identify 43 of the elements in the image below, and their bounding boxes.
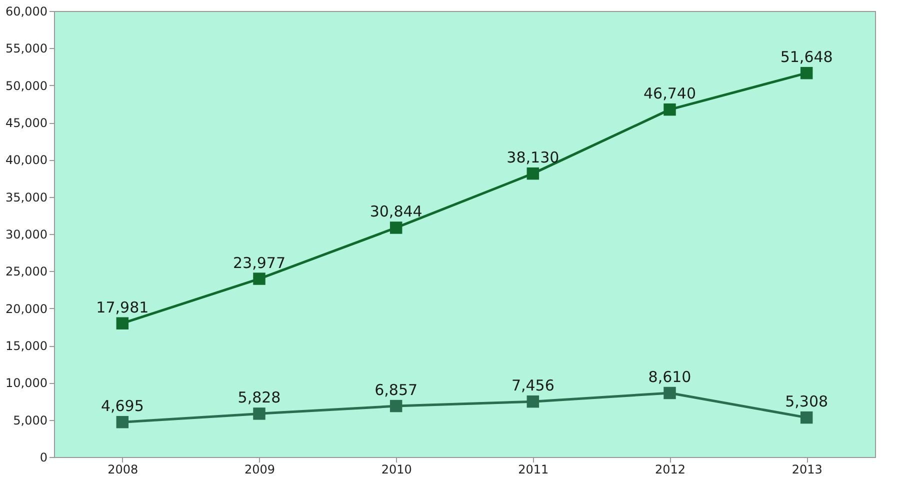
point <box>116 416 129 428</box>
y-tick-label: 50,000 <box>6 78 48 93</box>
x-tick-label: 2009 <box>244 462 276 476</box>
point <box>390 222 402 234</box>
y-tick-label: 0 <box>40 450 48 464</box>
point <box>116 317 129 330</box>
x-tick-label: 2010 <box>381 462 412 476</box>
x-tick-label: 2012 <box>654 462 686 476</box>
data-label: 17,981 <box>96 298 149 316</box>
data-label: 38,130 <box>506 148 560 167</box>
y-tick-label: 20,000 <box>6 302 48 316</box>
y-tick-label: 15,000 <box>6 339 48 353</box>
data-label: 23,977 <box>233 254 286 272</box>
x-tick-label: 2013 <box>792 462 822 476</box>
point <box>526 395 540 408</box>
y-tick-label: 35,000 <box>6 190 48 204</box>
point <box>800 411 813 424</box>
point <box>526 167 540 180</box>
data-label: 8,610 <box>648 368 692 386</box>
data-label: 30,844 <box>370 202 422 221</box>
data-label: 5,828 <box>238 388 281 407</box>
point <box>664 103 676 116</box>
point <box>390 400 402 412</box>
y-tick-label: 25,000 <box>6 264 48 279</box>
data-label: 5,308 <box>785 392 828 411</box>
y-tick-label: 55,000 <box>6 42 48 56</box>
data-label: 51,648 <box>780 48 833 66</box>
y-tick-label: 30,000 <box>6 228 48 242</box>
y-tick-label: 10,000 <box>6 376 48 390</box>
point <box>253 272 266 285</box>
x-tick-label: 2011 <box>518 462 549 476</box>
data-label: 4,695 <box>100 397 144 416</box>
data-label: 7,456 <box>511 376 554 395</box>
data-label: 46,740 <box>644 84 696 103</box>
point <box>800 66 813 80</box>
data-label: 6,857 <box>374 381 418 400</box>
y-tick-label: 60,000 <box>6 4 48 18</box>
x-tick-label: 2008 <box>108 462 138 476</box>
y-tick-label: 5,000 <box>13 413 48 428</box>
point <box>253 408 266 420</box>
point <box>664 386 676 400</box>
y-tick-label: 45,000 <box>6 116 48 130</box>
y-tick-label: 40,000 <box>6 153 48 168</box>
